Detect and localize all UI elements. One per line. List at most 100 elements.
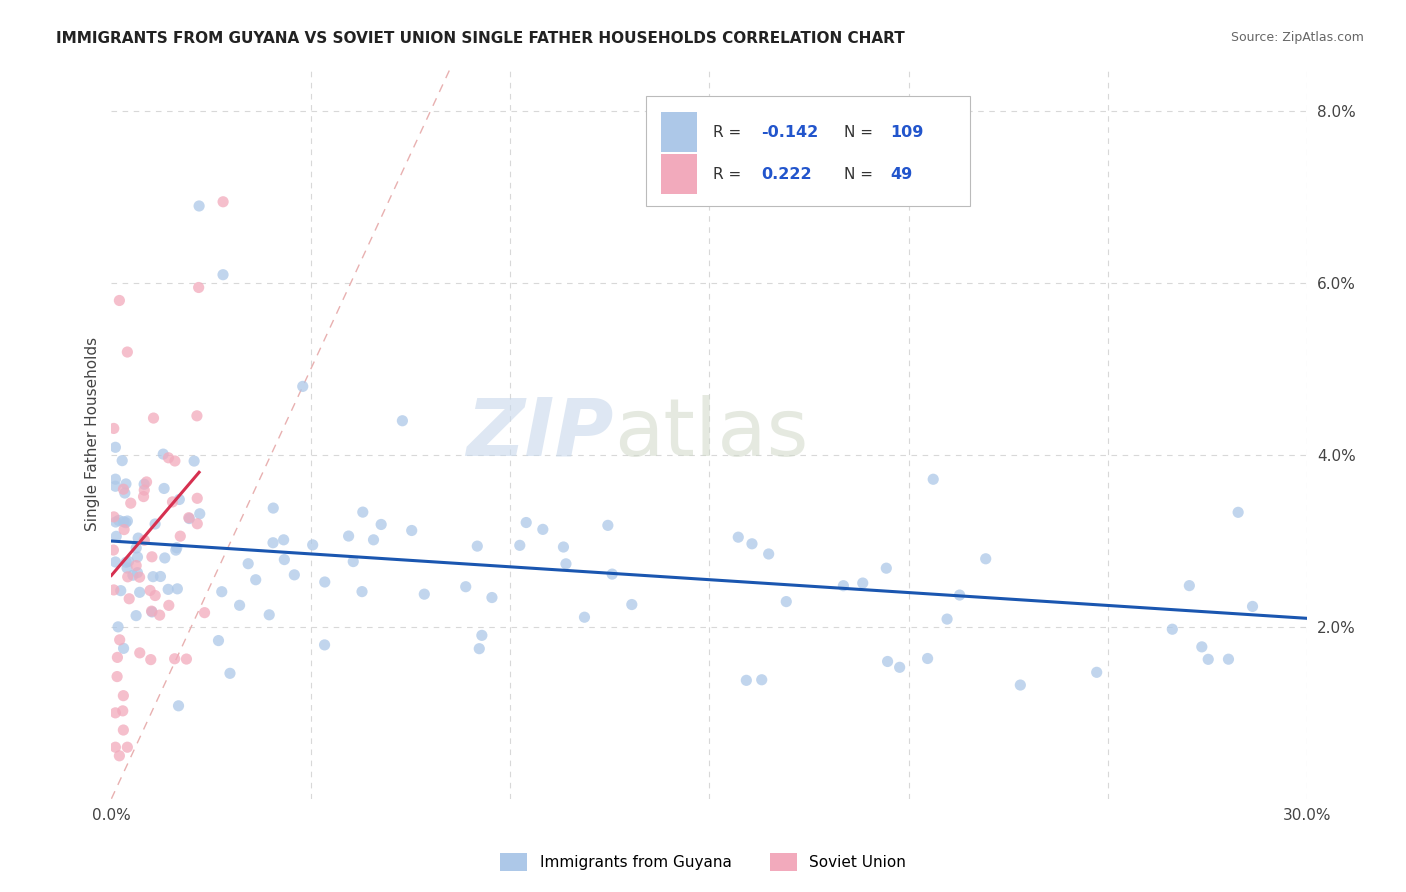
Point [596, 518, 619, 533]
Point [128, 646, 150, 660]
Text: -0.142: -0.142 [761, 125, 818, 139]
Point [139, 652, 162, 666]
Text: R =: R = [713, 125, 747, 139]
Point [363, 533, 385, 547]
Point [1241, 599, 1264, 614]
Point [104, 740, 127, 755]
Point [152, 447, 174, 461]
Point [117, 740, 139, 755]
Point [179, 511, 201, 525]
Point [125, 608, 148, 623]
Point [350, 584, 373, 599]
Point [454, 580, 477, 594]
Point [620, 598, 643, 612]
Point [187, 280, 209, 294]
Point [167, 698, 190, 713]
Point [117, 554, 139, 568]
Point [741, 537, 763, 551]
Point [112, 523, 135, 537]
Point [169, 529, 191, 543]
Point [1197, 652, 1219, 666]
Point [103, 509, 125, 524]
Point [165, 543, 187, 558]
Point [186, 516, 208, 531]
Y-axis label: Single Father Households: Single Father Households [86, 336, 100, 531]
Point [114, 516, 136, 530]
Point [758, 547, 780, 561]
Point [115, 561, 138, 575]
Point [134, 533, 156, 548]
Point [922, 472, 945, 486]
Point [127, 566, 149, 580]
Point [105, 669, 128, 683]
Point [111, 453, 134, 467]
Point [212, 194, 235, 209]
Point [555, 557, 578, 571]
Point [163, 652, 186, 666]
Point [142, 411, 165, 425]
Point [413, 587, 436, 601]
Point [104, 706, 127, 720]
Point [832, 579, 855, 593]
Point [157, 599, 180, 613]
Point [401, 524, 423, 538]
Point [112, 689, 135, 703]
Point [186, 409, 208, 423]
Point [117, 570, 139, 584]
Point [166, 541, 188, 555]
Text: N =: N = [845, 167, 879, 182]
Point [128, 585, 150, 599]
Point [153, 550, 176, 565]
Point [262, 501, 284, 516]
Point [352, 505, 374, 519]
Point [553, 540, 575, 554]
Point [735, 673, 758, 688]
Point [104, 479, 127, 493]
Point [115, 477, 138, 491]
Point [157, 450, 180, 465]
Point [337, 529, 360, 543]
Text: R =: R = [713, 167, 747, 182]
Point [177, 510, 200, 524]
Point [468, 641, 491, 656]
Point [105, 529, 128, 543]
Text: N =: N = [845, 125, 879, 139]
Point [107, 650, 129, 665]
Point [183, 454, 205, 468]
Text: 49: 49 [890, 167, 912, 182]
Point [103, 582, 125, 597]
Point [1085, 665, 1108, 680]
Point [193, 606, 215, 620]
Point [153, 482, 176, 496]
Point [120, 496, 142, 510]
Point [314, 574, 336, 589]
Point [301, 538, 323, 552]
Point [314, 638, 336, 652]
Point [157, 582, 180, 597]
Point [876, 655, 898, 669]
Point [108, 293, 131, 308]
Point [141, 605, 163, 619]
Point [600, 567, 623, 582]
Legend: Immigrants from Guyana, Soviet Union: Immigrants from Guyana, Soviet Union [494, 847, 912, 877]
Point [1218, 652, 1240, 666]
Point [273, 533, 295, 547]
Point [1191, 640, 1213, 654]
Point [775, 594, 797, 608]
Point [127, 531, 149, 545]
Point [104, 472, 127, 486]
Point [211, 584, 233, 599]
Point [112, 482, 135, 496]
Point [245, 573, 267, 587]
Point [949, 588, 972, 602]
Point [149, 608, 172, 623]
Point [1010, 678, 1032, 692]
Point [112, 515, 135, 529]
Point [111, 704, 134, 718]
Point [917, 651, 939, 665]
Point [118, 591, 141, 606]
Point [188, 507, 211, 521]
Point [370, 517, 392, 532]
Point [875, 561, 897, 575]
Point [515, 516, 537, 530]
